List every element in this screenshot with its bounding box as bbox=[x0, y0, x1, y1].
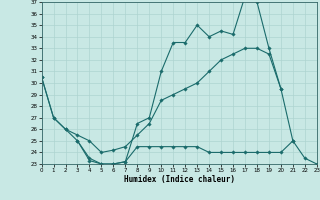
X-axis label: Humidex (Indice chaleur): Humidex (Indice chaleur) bbox=[124, 175, 235, 184]
